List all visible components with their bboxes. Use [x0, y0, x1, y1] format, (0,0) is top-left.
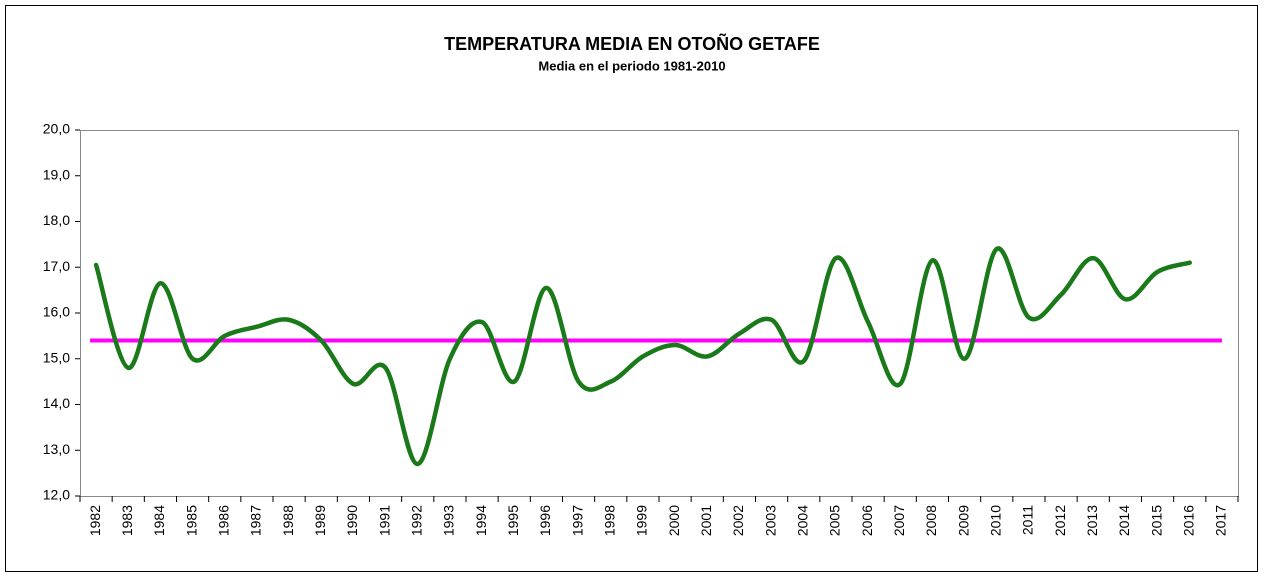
x-tick-label: 2005	[827, 505, 843, 536]
x-tick-label: 1998	[601, 505, 617, 536]
y-tick-label: 17,0	[43, 258, 70, 274]
y-tick-label: 18,0	[43, 212, 70, 228]
x-tick-label: 2017	[1213, 505, 1229, 536]
x-tick-label: 2007	[891, 505, 907, 536]
x-tick-label: 2003	[762, 505, 778, 536]
x-tick-label: 2014	[1116, 505, 1132, 536]
x-tick-label: 1995	[505, 505, 521, 536]
x-tick-label: 2012	[1052, 505, 1068, 536]
y-tick-label: 14,0	[43, 395, 70, 411]
x-tick-label: 1987	[248, 505, 264, 536]
x-tick-label: 1990	[344, 505, 360, 536]
x-tick-label: 1985	[183, 505, 199, 536]
x-tick-label: 2000	[666, 505, 682, 536]
x-tick-label: 2006	[859, 505, 875, 536]
y-tick-label: 20,0	[43, 121, 70, 137]
x-tick-label: 2015	[1148, 505, 1164, 536]
series-line	[93, 246, 1192, 467]
y-tick-label: 19,0	[43, 166, 70, 182]
y-tick-label: 12,0	[43, 487, 70, 503]
x-tick-label: 2008	[923, 505, 939, 536]
x-tick-label: 1991	[376, 505, 392, 536]
x-tick-label: 1984	[151, 505, 167, 536]
y-tick-label: 13,0	[43, 441, 70, 457]
x-tick-label: 1982	[87, 505, 103, 536]
x-tick-label: 2016	[1180, 505, 1196, 536]
x-tick-label: 1989	[312, 505, 328, 536]
y-tick-label: 16,0	[43, 304, 70, 320]
reference-line-label: Media en el periodo 1981-2010	[538, 58, 725, 73]
x-tick-label: 1999	[634, 505, 650, 536]
x-tick-label: 1992	[408, 505, 424, 536]
x-tick-label: 1994	[473, 505, 489, 536]
x-tick-label: 1997	[569, 505, 585, 536]
chart-border	[5, 5, 1258, 572]
x-tick-label: 1993	[441, 505, 457, 536]
x-tick-label: 1988	[280, 505, 296, 536]
x-tick-label: 2002	[730, 505, 746, 536]
x-tick-label: 2013	[1084, 505, 1100, 536]
x-tick-label: 2009	[955, 505, 971, 536]
x-tick-label: 2011	[1020, 505, 1036, 535]
x-tick-label: 2001	[698, 505, 714, 536]
x-tick-label: 2004	[794, 505, 810, 536]
x-tick-label: 1983	[119, 505, 135, 536]
chart-title: TEMPERATURA MEDIA EN OTOÑO GETAFE	[444, 33, 820, 54]
y-tick-label: 15,0	[43, 349, 70, 365]
x-tick-label: 2010	[987, 505, 1003, 536]
x-tick-label: 1996	[537, 505, 553, 536]
x-tick-label: 1986	[215, 505, 231, 536]
